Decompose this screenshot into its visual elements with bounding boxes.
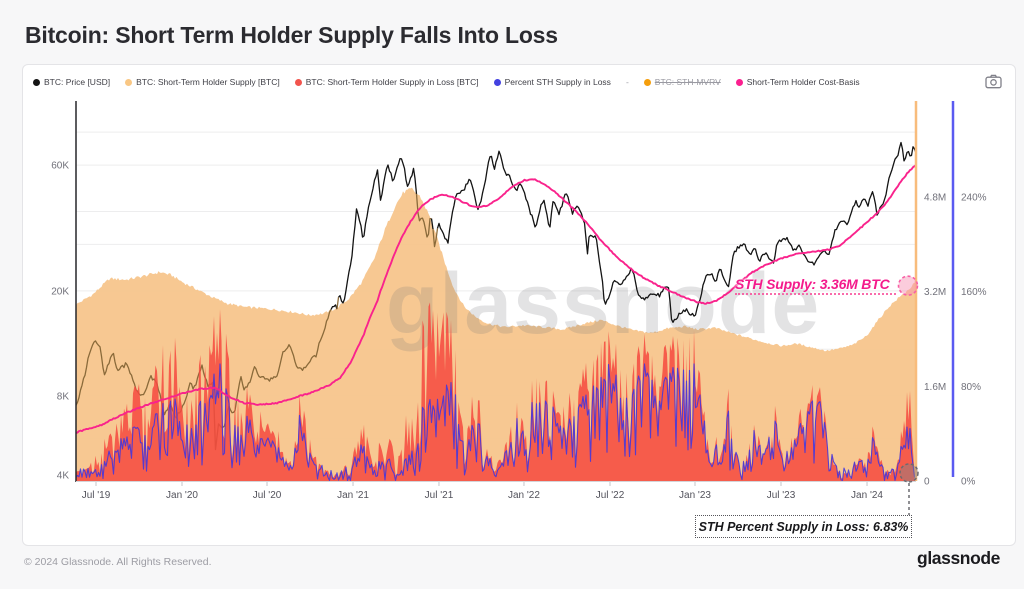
legend-dot	[33, 78, 40, 86]
supply-axis-tick-label: 1.6M	[924, 382, 946, 393]
btc-price-line	[415, 193, 432, 238]
percent-axis-tick-label: 0%	[961, 477, 976, 488]
supply-axis-tick-label: 0	[924, 477, 930, 488]
camera-icon	[984, 74, 1002, 94]
page-title: Bitcoin: Short Term Holder Supply Falls …	[25, 22, 558, 48]
btc-price-line	[75, 309, 332, 451]
legend-item-3[interactable]: Percent STH Supply in Loss	[493, 77, 611, 87]
percent-sth-supply-in-loss-line	[75, 363, 917, 481]
sth-supply-marker-circle	[897, 275, 919, 296]
legend-label: BTC: Short-Term Holder Supply in Loss [B…	[305, 77, 479, 87]
legend-label: Short-Term Holder Cost-Basis	[746, 77, 860, 87]
legend-label: BTC: Price [USD]	[44, 77, 111, 87]
legend-dot	[294, 78, 302, 86]
x-axis-tick-label: Jan '23	[679, 490, 711, 501]
sth-percent-marker-circle	[899, 463, 919, 483]
left-axis-tick-label: 4K	[57, 471, 70, 482]
legend-label: -	[625, 77, 629, 87]
btc-price-line	[338, 157, 418, 304]
x-axis-tick-label: Jul '20	[253, 490, 282, 501]
btc-price-line	[432, 228, 439, 248]
sth-supply-callout-line	[735, 293, 896, 295]
btc-price-line	[330, 304, 338, 310]
x-axis-tick-label: Jan '22	[508, 490, 540, 501]
x-axis-tick-label: Jul '19	[82, 490, 111, 501]
legend-label: Percent STH Supply in Loss	[504, 77, 611, 87]
legend-label: BTC: STH-MVRV	[654, 77, 721, 87]
btc-price-line	[430, 218, 434, 230]
glassnode-logo: glassnode	[917, 548, 1000, 568]
chart-legend: BTC: Price [USD] BTC: Short-Term Holder S…	[33, 77, 971, 87]
legend-item-2[interactable]: BTC: Short-Term Holder Supply in Loss [B…	[294, 77, 479, 87]
btc-price-line	[336, 297, 340, 310]
chart-card: BTC: Price [USD] BTC: Short-Term Holder S…	[22, 64, 1016, 546]
left-axis-tick-label: 8K	[57, 391, 70, 402]
screenshot-button[interactable]	[983, 74, 1003, 94]
x-axis-tick-label: Jul '22	[596, 490, 625, 501]
legend-dot	[125, 78, 133, 86]
percent-axis-tick-label: 240%	[961, 193, 987, 204]
x-axis-tick-label: Jan '20	[166, 490, 198, 501]
supply-axis-tick-label: 4.8M	[924, 192, 946, 203]
x-axis-tick-label: Jul '23	[767, 490, 796, 501]
sth-supply-annotation: STH Supply: 3.36M BTC	[735, 276, 890, 292]
sth-supply-in-loss-area	[76, 302, 916, 481]
x-axis-tick-label: Jan '24	[851, 490, 883, 501]
percent-axis-tick-label: 80%	[961, 382, 981, 393]
legend-dot	[493, 78, 501, 86]
supply-axis-tick-label: 3.2M	[924, 287, 946, 298]
percent-axis-tick-label: 160%	[961, 287, 987, 298]
legend-dot	[643, 78, 651, 86]
left-axis-tick-label: 20K	[51, 286, 69, 297]
legend-item-1[interactable]: BTC: Short-Term Holder Supply [BTC]	[125, 77, 280, 87]
legend-item-0[interactable]: BTC: Price [USD]	[33, 77, 110, 87]
legend-dot	[735, 78, 743, 86]
btc-price-line	[436, 141, 917, 323]
copyright-text: © 2024 Glassnode. All Rights Reserved.	[24, 556, 212, 568]
legend-item-6[interactable]: Short-Term Holder Cost-Basis	[735, 77, 860, 87]
legend-divider: -	[626, 77, 629, 87]
legend-label: BTC: Short-Term Holder Supply [BTC]	[136, 77, 280, 87]
x-axis-tick-label: Jan '21	[337, 490, 369, 501]
glassnode-watermark: glassnode	[386, 256, 820, 352]
left-axis-tick-label: 60K	[51, 161, 69, 172]
sth-supply-area	[76, 187, 916, 481]
chart-canvas: glassnode 60K 20K 8K 4K 4.8M 3.2M 1.6M 0 240% 160%…	[51, 101, 987, 516]
x-axis-tick-label: Jul '21	[425, 490, 454, 501]
sth-percent-loss-annotation: STH Percent Supply in Loss: 6.83%	[695, 515, 912, 538]
legend-item-5[interactable]: BTC: STH-MVRV	[643, 77, 721, 87]
sth-cost-basis-line	[75, 164, 917, 435]
